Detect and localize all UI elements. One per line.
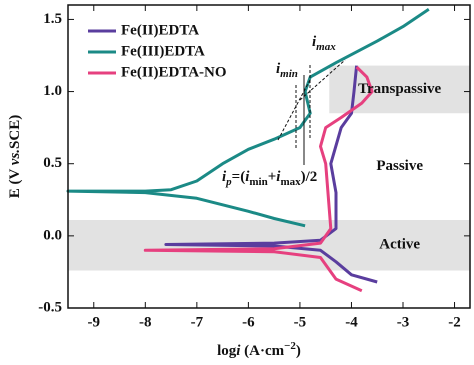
formula-part: =(	[232, 169, 246, 185]
y-tick-label: 0.0	[43, 227, 62, 243]
y-axis-label-part: SCE)	[7, 115, 23, 149]
x-tick-label: -9	[88, 314, 101, 330]
formula-part: max	[280, 176, 301, 188]
x-axis-label-part: log	[217, 343, 237, 359]
construction-lines	[277, 59, 346, 165]
curve	[66, 8, 430, 228]
x-tick-label: -7	[191, 314, 204, 330]
formula-part: i	[222, 169, 227, 185]
x-tick-label: -3	[397, 314, 410, 330]
y-axis-label: E (V vs.SCE)	[7, 115, 23, 199]
formula-part: min	[249, 176, 267, 188]
plot	[66, 8, 430, 293]
x-tick-label: -5	[294, 314, 307, 330]
x-tick-label: -8	[139, 314, 152, 330]
plot-frame	[67, 4, 471, 309]
formula-part: i	[276, 169, 281, 185]
x-tick-label: -2	[448, 314, 461, 330]
x-axis-label-part: −2	[284, 340, 296, 352]
imax-label-part: i	[312, 34, 317, 50]
curve	[164, 65, 378, 284]
y-tick-label: -0.5	[38, 299, 62, 315]
tangent	[277, 79, 311, 141]
imin-label: imin	[276, 61, 298, 79]
x-tick-label: -6	[242, 314, 255, 330]
imax-label-part: max	[316, 41, 336, 53]
region-label: Transpassive	[358, 81, 441, 97]
curve	[143, 65, 374, 293]
x-axis-label-part: (A·cm	[240, 343, 284, 359]
x-axis-label: logi (A·cm−2)	[217, 340, 301, 360]
region-label: Active	[379, 237, 420, 253]
formula-part: )/2	[301, 169, 318, 185]
tangent	[299, 59, 346, 101]
legend-label: Fe(II)EDTA-NO	[121, 64, 227, 80]
imin-label-part: i	[276, 61, 281, 77]
region-label: Passive	[376, 158, 423, 174]
imax-label: imax	[312, 34, 336, 52]
formula-part: p	[225, 176, 232, 188]
formula-part: i	[245, 169, 250, 185]
x-tick-label: -4	[345, 314, 358, 330]
formula: ip=(imin+imax)/2	[222, 169, 317, 187]
legend-label: Fe(II)EDTA	[121, 22, 199, 38]
y-tick-label: 1.5	[43, 11, 62, 27]
y-tick-label: 0.5	[43, 155, 62, 171]
formula-part: +	[268, 169, 277, 185]
y-axis-label-part: vs.	[7, 149, 23, 165]
y-axis-label-part: E (V	[7, 165, 23, 198]
x-axis-label-part: )	[296, 343, 301, 359]
x-axis-label-part: i	[236, 343, 241, 359]
y-tick-label: 1.0	[43, 83, 62, 99]
imin-label-part: min	[280, 68, 298, 80]
legend-label: Fe(III)EDTA	[121, 43, 205, 59]
